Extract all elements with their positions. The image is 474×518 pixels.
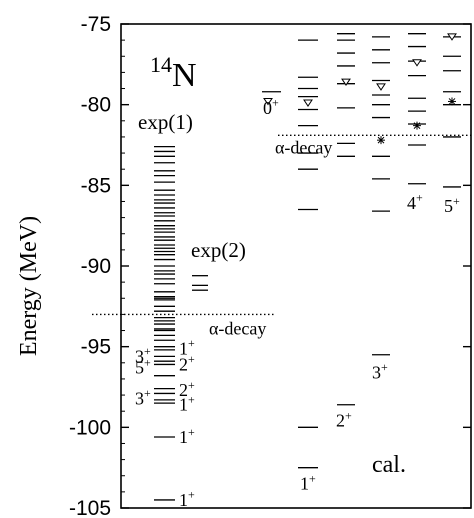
star-marker: [448, 97, 456, 106]
spin-label: 1+: [179, 393, 195, 415]
column-label: exp(1): [138, 110, 193, 134]
triangle-marker: [263, 97, 273, 106]
triangle-marker: [376, 83, 386, 91]
spin-label: 1+: [179, 336, 195, 358]
spin-label: 2+: [336, 409, 352, 431]
column-label: exp(2): [191, 238, 246, 262]
spin-label: 1+: [179, 425, 195, 447]
y-tick-label: -105: [69, 497, 111, 518]
star-stroke: [413, 122, 421, 129]
spin-label: 3+: [135, 344, 151, 366]
levels-layer: [92, 33, 474, 501]
spin-label: 3+: [372, 360, 388, 382]
y-tick-label: -75: [81, 13, 111, 36]
triangle-marker: [412, 59, 422, 67]
spin-label: 1+: [300, 471, 316, 493]
star-marker: [377, 136, 385, 145]
star-stroke: [377, 136, 385, 144]
star-stroke: [448, 98, 456, 105]
triangle-marker: [447, 33, 457, 41]
spin-label: 4+: [407, 191, 423, 213]
y-tick-label: -95: [81, 336, 111, 359]
cal-label: cal.: [372, 452, 406, 478]
y-tick-label: -100: [69, 416, 111, 439]
y-tick-label: -80: [81, 94, 111, 117]
spin-label: 5+: [444, 194, 460, 216]
spin-label: 3+: [135, 386, 151, 408]
alpha-decay-label: α-decay: [275, 137, 332, 157]
y-axis-label: Energy (MeV): [16, 216, 42, 356]
spin-label: 5+: [135, 355, 151, 377]
axis-layer: -75 -80 -85 -90 -95 -100 -105 Energy (MeV): [16, 13, 472, 518]
spin-label: 0+: [263, 96, 279, 118]
y-tick-label: -90: [81, 255, 111, 278]
labels-layer: 14Nexp(1)exp(2)1+1+1+2+2+1+3+5+3+1+2+3+4…: [135, 52, 460, 510]
spin-label: 2+: [179, 352, 195, 374]
nucleus-title: 14N: [150, 52, 197, 94]
spin-label: 2+: [179, 378, 195, 400]
triangle-marker: [341, 78, 351, 86]
alpha-decay-label: α-decay: [209, 318, 266, 338]
star-marker: [413, 121, 421, 130]
spin-label: 1+: [179, 488, 195, 510]
triangle-marker: [303, 99, 313, 107]
y-tick-label: -85: [81, 174, 111, 197]
